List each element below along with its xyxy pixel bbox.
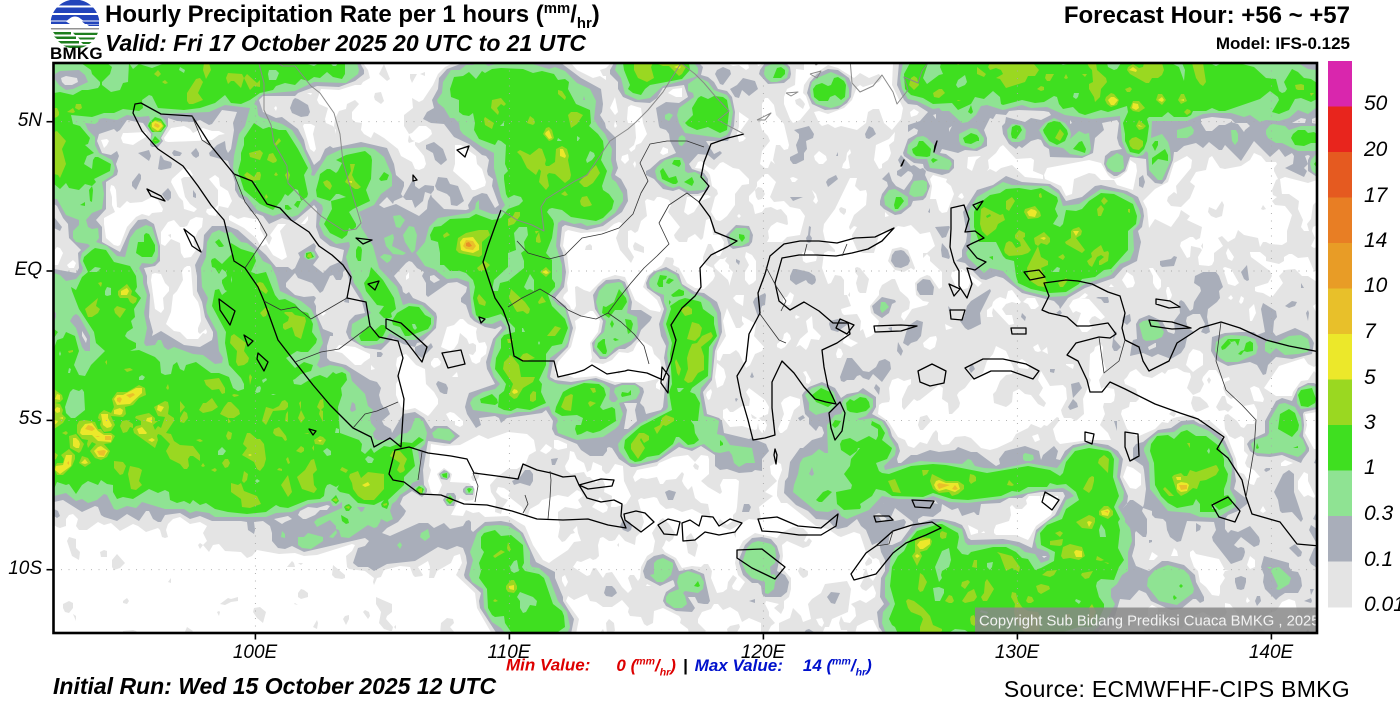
svg-text:Copyright Sub Bidang Prediksi: Copyright Sub Bidang Prediksi Cuaca BMKG… [979,614,1320,630]
